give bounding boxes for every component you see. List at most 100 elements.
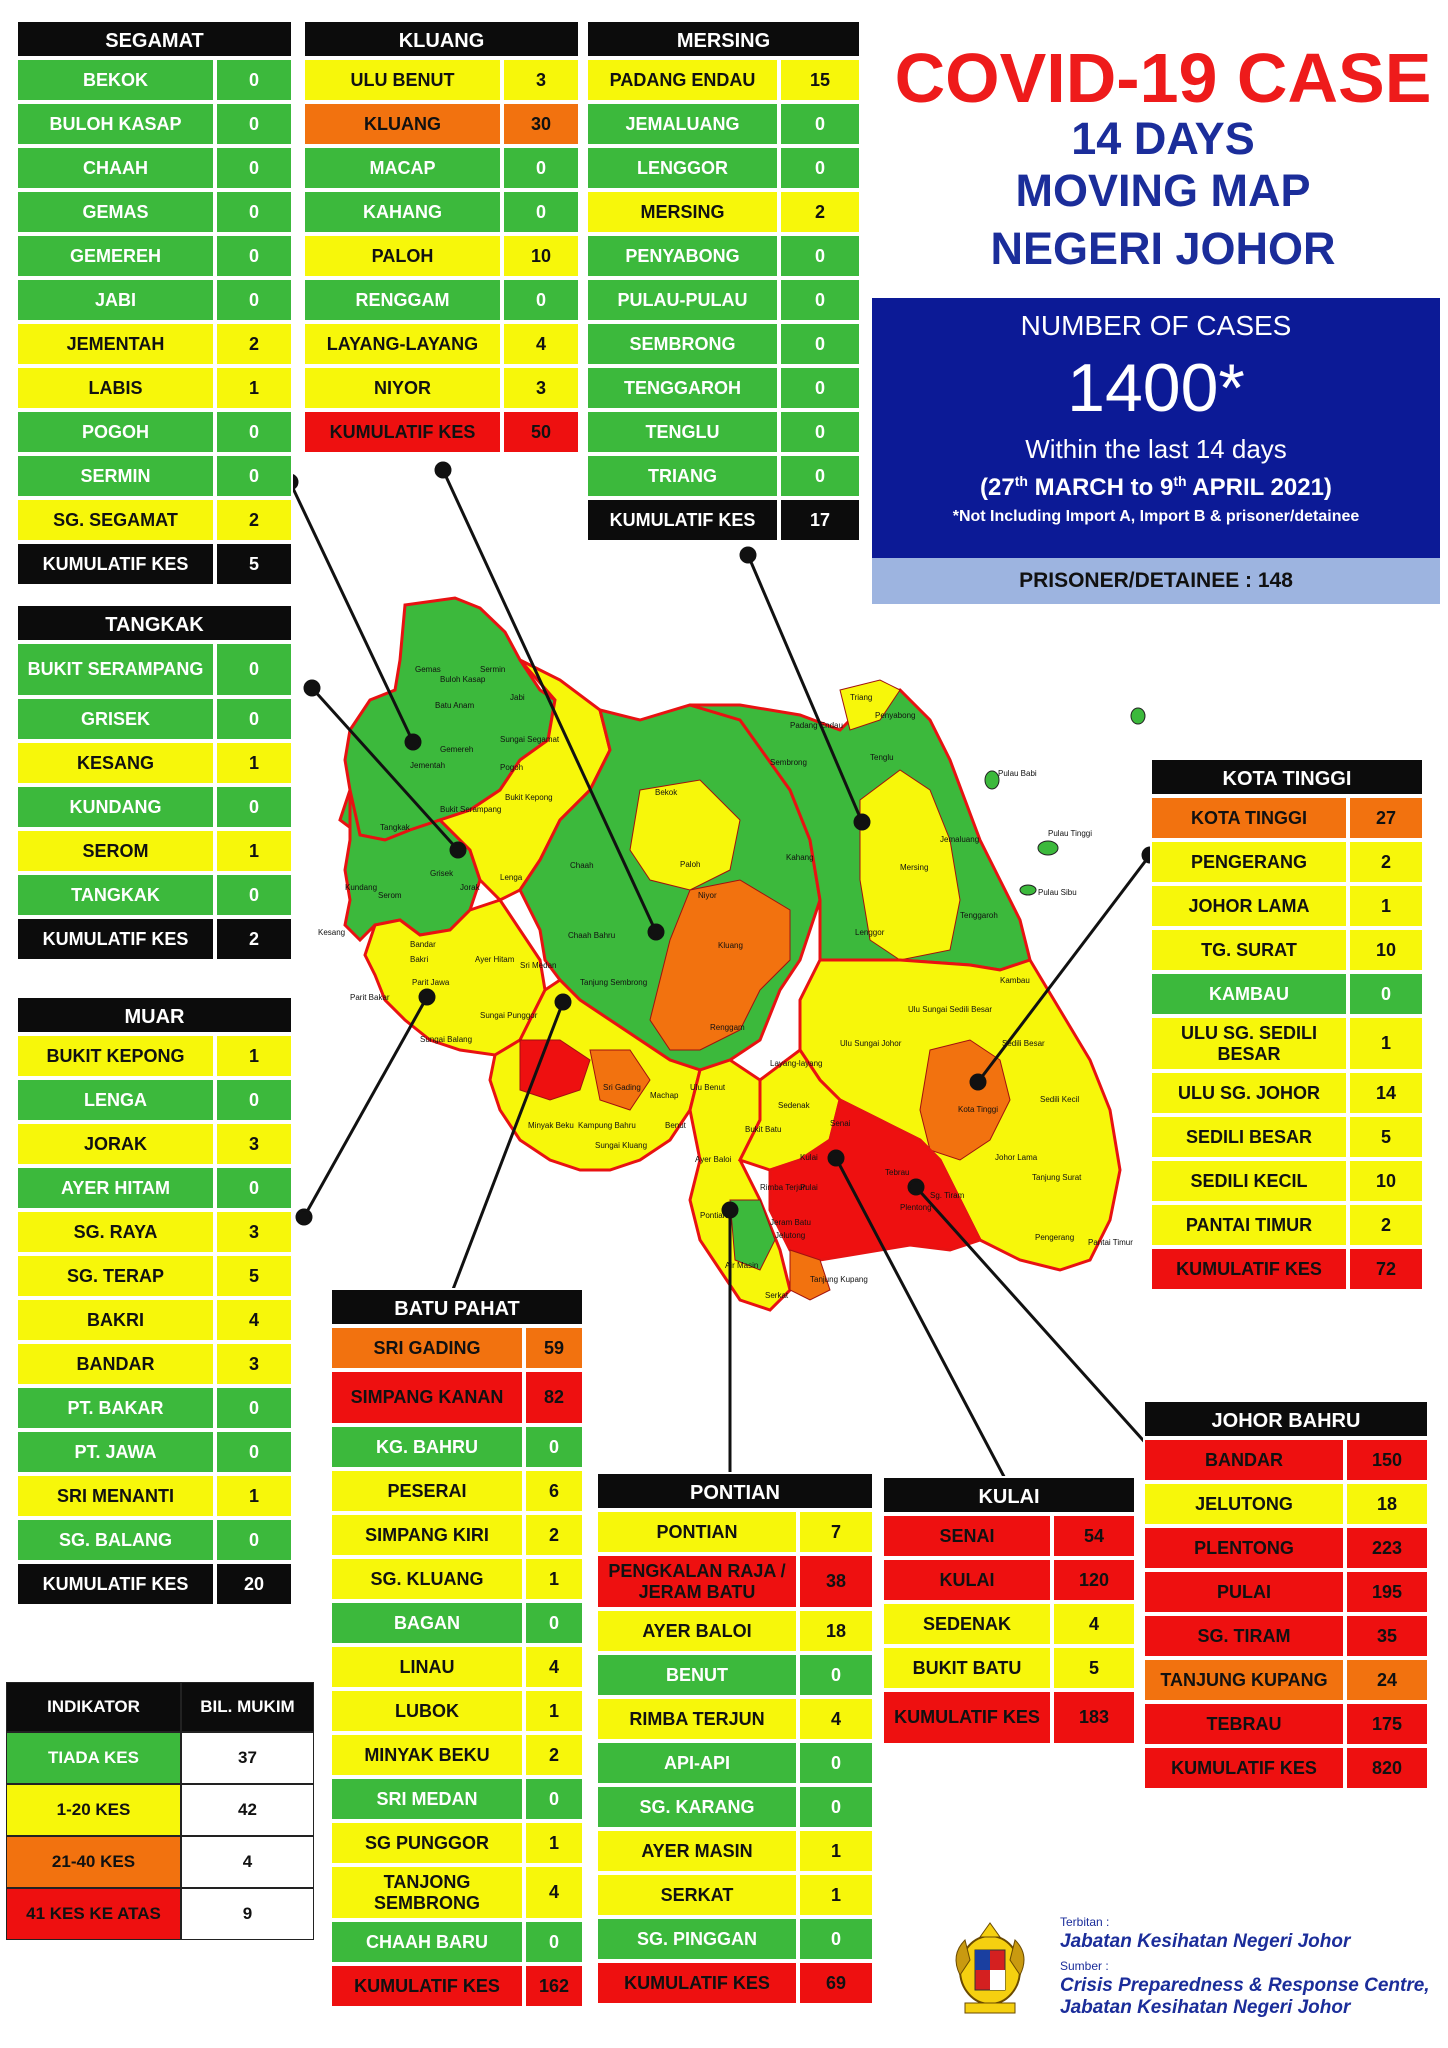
mukim-name: KUMULATIF KES (1143, 1746, 1345, 1790)
mukim-name: JEMENTAH (16, 322, 215, 366)
mukim-row: LENGGOR 0 (586, 146, 861, 190)
map-region-paloh[interactable] (629, 779, 741, 891)
map-region-muar[interactable] (363, 898, 547, 1057)
table-segamat: SEGAMAT BEKOK 0 BULOH KASAP 0 CHAAH 0 GEMAS 0 GEM… (16, 20, 293, 586)
mukim-name: NIYOR (303, 366, 502, 410)
mukim-name: KUMULATIF KES (16, 917, 215, 961)
map-region-kluang-orange[interactable] (649, 879, 791, 1051)
mukim-name: TENGLU (586, 410, 779, 454)
map-label: Pulai (800, 1183, 818, 1192)
mukim-row: BANDAR 150 (1143, 1438, 1429, 1482)
mukim-name: TRIANG (586, 454, 779, 498)
mukim-name: AYER BALOI (596, 1609, 798, 1653)
map-label: Tanjung Surat (1032, 1173, 1082, 1182)
mukim-name: PANTAI TIMUR (1150, 1203, 1348, 1247)
mukim-row: KUMULATIF KES 17 (586, 498, 861, 542)
mukim-value: 4 (798, 1697, 874, 1741)
mukim-name: KAMBAU (1150, 972, 1348, 1016)
map-region-srigading[interactable] (589, 1049, 651, 1111)
mukim-value: 4 (524, 1865, 584, 1920)
map-label: Bakri (410, 955, 428, 964)
mukim-row: PENGKALAN RAJA / JERAM BATU 38 (596, 1554, 874, 1609)
mukim-name: LABIS (16, 366, 215, 410)
mukim-name: CHAAH (16, 146, 215, 190)
mukim-name: TANJUNG KUPANG (1143, 1658, 1345, 1702)
map-label: Renggam (710, 1023, 745, 1032)
legend-table: INDIKATOR BIL. MUKIM TIADA KES 37 1-20 KES… (6, 1682, 314, 1940)
mukim-row: PONTIAN 7 (596, 1510, 874, 1554)
mukim-name: PENYABONG (586, 234, 779, 278)
table-kluang: KLUANG ULU BENUT 3 KLUANG 30 MACAP 0 KAHANG 0 PAL… (303, 20, 580, 454)
map-label: Minyak Beku (528, 1121, 574, 1130)
map-label: Kesang (318, 928, 345, 937)
mukim-value: 0 (798, 1917, 874, 1961)
table-kotatinggi: KOTA TINGGI KOTA TINGGI 27 PENGERANG 2 JOHOR … (1150, 758, 1424, 1291)
map-label: Jemaluang (940, 835, 979, 844)
mukim-row: AYER BALOI 18 (596, 1609, 874, 1653)
mukim-row: KUMULATIF KES 72 (1150, 1247, 1424, 1291)
map-region-tanjungkupang[interactable] (789, 1249, 831, 1301)
map-label: Johor Lama (995, 1153, 1038, 1162)
map-label: Plentong (900, 1203, 932, 1212)
mukim-row: KUMULATIF KES 20 (16, 1562, 293, 1606)
mukim-row: SG. BALANG 0 (16, 1518, 293, 1562)
cases-period: Within the last 14 days (1025, 434, 1287, 464)
map-label: Ulu Sungai Johor (840, 1039, 902, 1048)
mukim-value: 15 (779, 58, 861, 102)
mukim-value: 2 (215, 498, 293, 542)
map-labels: Gemas Buloh Kasap Sermin Jabi Batu Anam … (318, 665, 1133, 1300)
table-batupahat: BATU PAHAT SRI GADING 59 SIMPANG KANAN 82 KG.… (330, 1288, 584, 2008)
publisher-label: Terbitan : (1060, 1915, 1110, 1929)
legend-indicator: TIADA KES (6, 1732, 181, 1784)
mukim-row: LUBOK 1 (330, 1689, 584, 1733)
mukim-value: 0 (215, 1430, 293, 1474)
mukim-name: BANDAR (16, 1342, 215, 1386)
mukim-name: MERSING (586, 190, 779, 234)
mukim-value: 195 (1345, 1570, 1429, 1614)
mukim-row: KUMULATIF KES 69 (596, 1961, 874, 2005)
mukim-value: 4 (502, 322, 580, 366)
map-region-mersing-yellow[interactable] (859, 769, 961, 961)
mukim-row: LENGA 0 (16, 1078, 293, 1122)
mukim-row: SRI MEDAN 0 (330, 1777, 584, 1821)
mukim-name: BULOH KASAP (16, 102, 215, 146)
mukim-row: KAMBAU 0 (1150, 972, 1424, 1016)
map-label: Kahang (786, 853, 814, 862)
map-region-simpangkanan[interactable] (519, 1039, 591, 1101)
mukim-row: LABIS 1 (16, 366, 293, 410)
map-label: Machap (650, 1091, 679, 1100)
legend-row: 41 KES KE ATAS 9 (6, 1888, 314, 1940)
map-label: Sedenak (778, 1101, 811, 1110)
mukim-row: KUMULATIF KES 183 (882, 1690, 1136, 1745)
district-header: TANGKAK (16, 604, 293, 642)
mukim-name: BUKIT KEPONG (16, 1034, 215, 1078)
map-label: Batu Anam (435, 701, 474, 710)
footer: Terbitan : Jabatan Kesihatan Negeri Joho… (940, 1915, 1448, 2035)
map-region-pontian-green[interactable] (729, 1199, 776, 1271)
mukim-value: 82 (524, 1370, 584, 1425)
mukim-row: TENGGAROH 0 (586, 366, 861, 410)
mukim-value: 150 (1345, 1438, 1429, 1482)
mukim-value: 10 (1348, 928, 1424, 972)
mukim-name: API-API (596, 1741, 798, 1785)
map-label: Serom (378, 891, 402, 900)
mukim-row: KLUANG 30 (303, 102, 580, 146)
mukim-value: 0 (215, 642, 293, 697)
mukim-row: MINYAK BEKU 2 (330, 1733, 584, 1777)
mukim-name: SRI GADING (330, 1326, 524, 1370)
map-label: Layang-layang (770, 1059, 822, 1068)
mukim-value: 0 (215, 785, 293, 829)
mukim-value: 20 (215, 1562, 293, 1606)
mukim-name: LUBOK (330, 1689, 524, 1733)
mukim-row: RIMBA TERJUN 4 (596, 1697, 874, 1741)
map-region-padangendau[interactable] (839, 679, 901, 731)
mukim-row: AYER MASIN 1 (596, 1829, 874, 1873)
mukim-row: TANJONG SEMBRONG 4 (330, 1865, 584, 1920)
map-label: Mersing (900, 863, 928, 872)
mukim-name: KULAI (882, 1558, 1052, 1602)
mukim-row: PALOH 10 (303, 234, 580, 278)
table-tangkak: TANGKAK BUKIT SERAMPANG 0 GRISEK 0 KESANG 1 KUN… (16, 604, 293, 961)
map-label: Bandar (410, 940, 436, 949)
mukim-value: 0 (502, 190, 580, 234)
map-label: Bukit Kepong (505, 793, 553, 802)
